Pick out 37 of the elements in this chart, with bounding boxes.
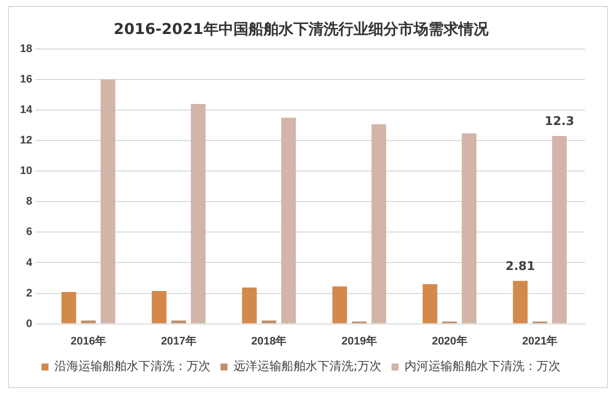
x-tick-label: 2019年 (342, 334, 378, 348)
y-tick-label: 0 (26, 318, 32, 330)
bar (512, 280, 528, 324)
bar (371, 124, 386, 324)
x-tick-label: 2018年 (251, 334, 287, 348)
y-tick-label: 8 (26, 196, 32, 208)
y-tick-label: 12 (20, 134, 32, 147)
bar (171, 320, 186, 324)
legend-label: 远洋运输船舶水下清洗;万次 (233, 359, 382, 374)
y-tick-label: 18 (20, 43, 32, 56)
data-label: 2.81 (505, 259, 536, 274)
data-label: 12.3 (544, 114, 574, 128)
legend-label: 内河运输船舶水下清洗：万次 (404, 359, 561, 374)
bar (61, 292, 76, 324)
bar (242, 287, 257, 324)
x-tick-label: 2021年 (522, 334, 558, 348)
chart-title: 2016-2021年中国船舶水下清洗行业细分市场需求情况 (114, 20, 490, 38)
bar (262, 320, 276, 324)
y-tick-label: 14 (20, 104, 34, 116)
y-tick-label: 16 (20, 74, 32, 86)
y-tick-label: 2 (26, 287, 32, 300)
bar (81, 320, 96, 324)
x-tick-label: 2017年 (160, 334, 196, 348)
x-tick-label: 2020年 (432, 334, 468, 348)
bar (332, 286, 348, 324)
y-tick-label: 10 (20, 165, 32, 178)
bar (152, 290, 166, 324)
y-tick-label: 4 (26, 256, 34, 269)
bar (422, 284, 438, 324)
bar (552, 136, 567, 324)
x-tick-label: 2016年 (70, 334, 106, 348)
bar (281, 118, 296, 324)
bar (462, 133, 476, 324)
y-tick-label: 6 (26, 226, 32, 238)
bar (190, 104, 206, 324)
bar (100, 80, 116, 324)
legend-label: 沿海运输船舶水下清洗：万次 (54, 359, 210, 374)
